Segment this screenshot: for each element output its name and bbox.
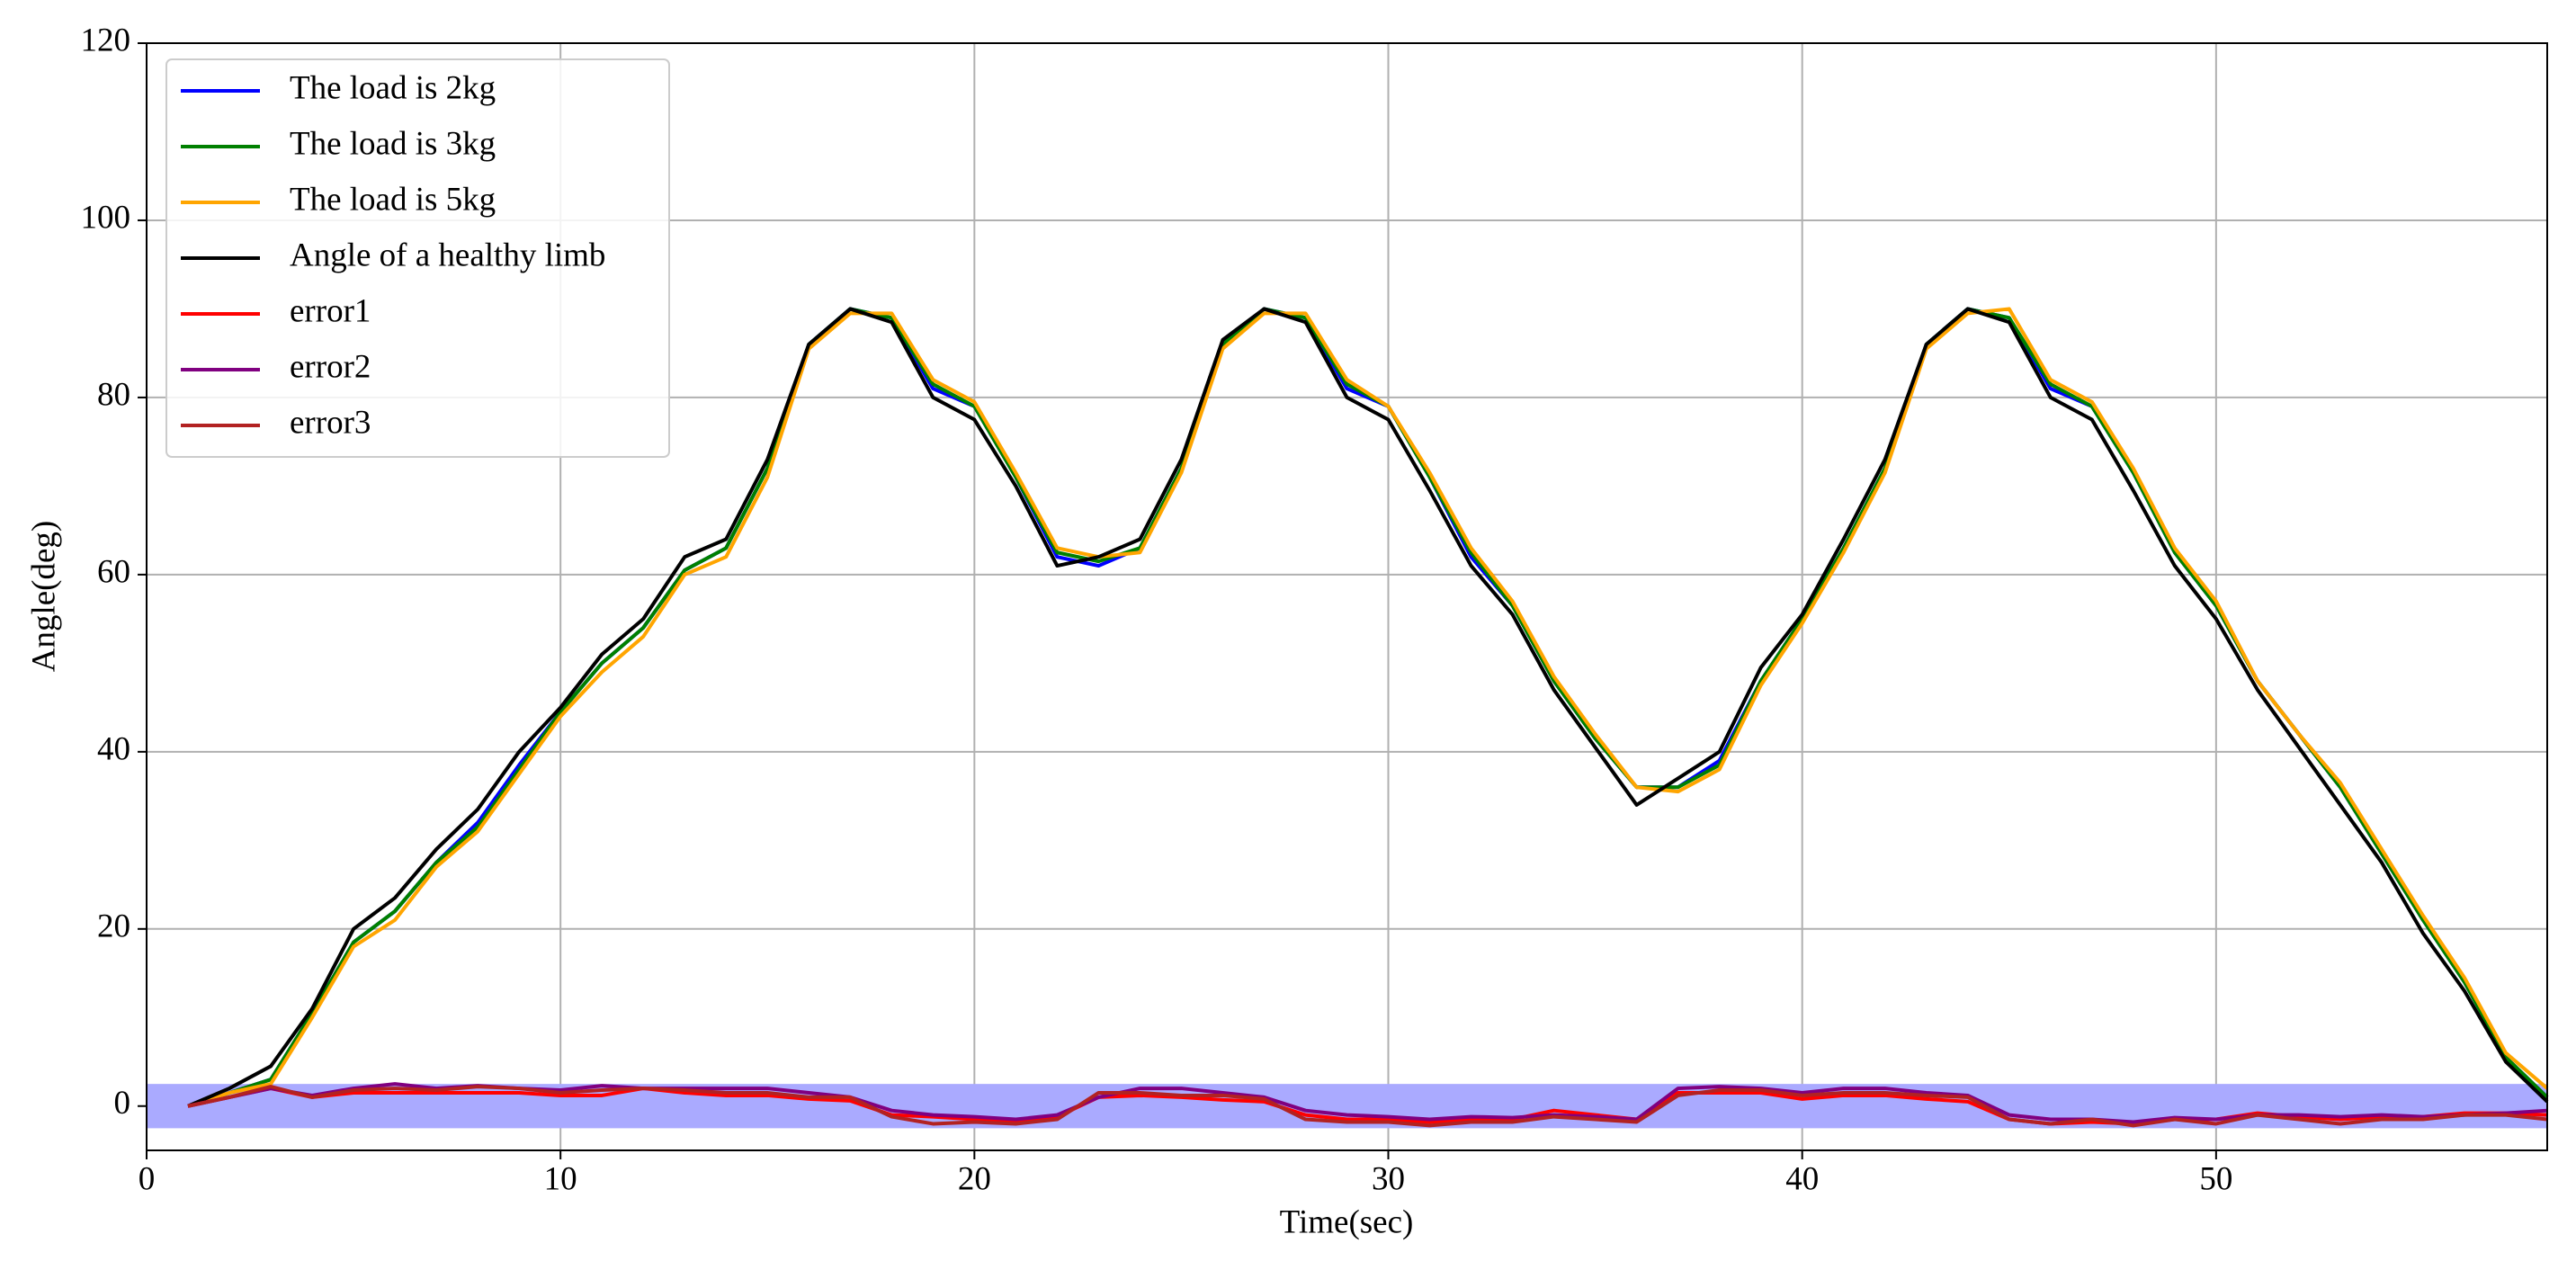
legend-label: error1: [290, 292, 371, 329]
x-tick-label: 0: [139, 1160, 156, 1197]
legend-label: The load is 2kg: [290, 69, 496, 106]
legend-label: error3: [290, 404, 371, 441]
y-axis-label: Angle(deg): [25, 521, 62, 673]
series-line: [187, 307, 2549, 1108]
y-tick-label: 20: [97, 908, 130, 944]
series-line: [187, 307, 2549, 1108]
y-tick-label: 80: [97, 376, 130, 413]
x-tick-label: 50: [2199, 1160, 2232, 1197]
legend-label: error2: [290, 348, 371, 385]
legend-box: [165, 58, 670, 458]
x-axis-label: Time(sec): [1280, 1203, 1414, 1240]
y-tick-label: 60: [97, 553, 130, 590]
x-tick-label: 20: [958, 1160, 991, 1197]
legend-label: The load is 3kg: [290, 125, 496, 162]
y-tick-label: 40: [97, 730, 130, 767]
series-line: [187, 1085, 2548, 1128]
y-tick-label: 120: [81, 22, 131, 58]
legend-label: The load is 5kg: [290, 181, 496, 218]
x-tick-label: 40: [1785, 1160, 1819, 1197]
series-line: [187, 1082, 2548, 1124]
plot-frame: [146, 42, 2548, 1151]
series-line: [187, 307, 2549, 1108]
x-tick-label: 30: [1372, 1160, 1405, 1197]
y-tick-label: 0: [114, 1085, 131, 1122]
legend-label: Angle of a healthy limb: [290, 237, 605, 273]
y-tick-label: 100: [81, 199, 131, 236]
x-tick-label: 10: [544, 1160, 577, 1197]
